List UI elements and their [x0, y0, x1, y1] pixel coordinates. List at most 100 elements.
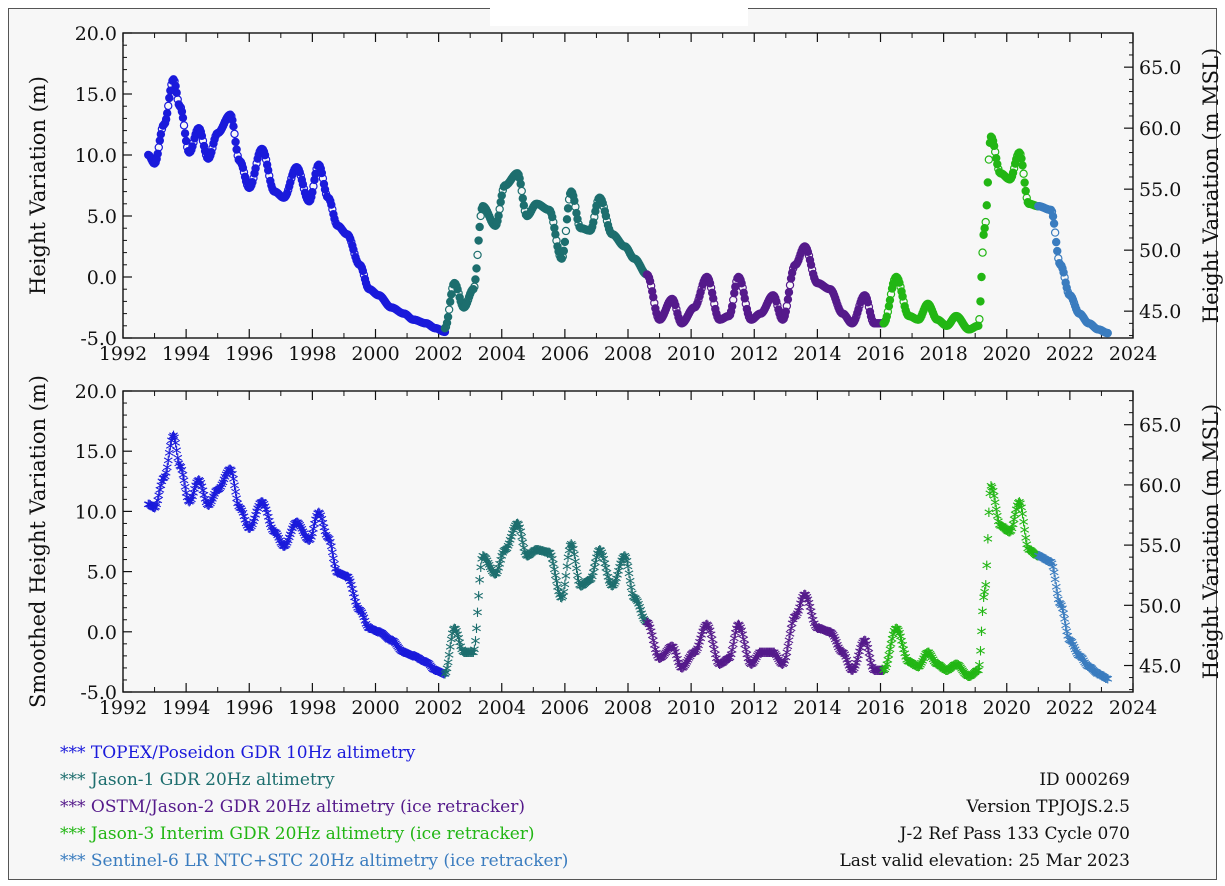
- data-point: *: [311, 511, 321, 535]
- data-point: *: [449, 620, 459, 644]
- data-point: *: [399, 644, 409, 668]
- data-point: [1059, 268, 1068, 277]
- data-point: *: [416, 651, 426, 675]
- data-point: *: [702, 616, 712, 640]
- data-point: *: [194, 472, 204, 496]
- data-point: *: [983, 531, 993, 555]
- y-tick-label: 15.0: [75, 441, 117, 463]
- data-point: *: [214, 481, 224, 505]
- data-point: *: [400, 644, 410, 668]
- data-point: *: [711, 650, 721, 674]
- data-point: *: [1016, 499, 1026, 523]
- data-point: *: [753, 645, 763, 669]
- data-point: *: [569, 546, 579, 570]
- data-point: *: [873, 662, 883, 686]
- data-point: *: [953, 657, 963, 681]
- data-point: *: [866, 654, 876, 678]
- data-point: *: [595, 542, 605, 566]
- data-point: *: [190, 481, 200, 505]
- data-point: *: [413, 649, 423, 673]
- data-point: *: [1048, 559, 1058, 583]
- data-point: *: [581, 574, 591, 598]
- data-point: *: [781, 649, 791, 673]
- x-tick-label: 1992: [99, 697, 147, 719]
- data-point: *: [647, 627, 657, 651]
- data-point: *: [764, 644, 774, 668]
- y-tick-label: 20.0: [75, 23, 117, 45]
- data-point: [570, 196, 579, 205]
- data-point: *: [669, 640, 679, 664]
- data-point: *: [867, 658, 877, 682]
- data-point: *: [630, 590, 640, 614]
- data-point: [473, 250, 482, 260]
- data-point: *: [796, 595, 806, 619]
- data-point: *: [720, 652, 730, 676]
- data-point: *: [777, 656, 787, 680]
- data-point: [977, 272, 986, 282]
- data-point: *: [439, 665, 449, 689]
- data-point: *: [371, 623, 381, 647]
- data-point: *: [994, 516, 1004, 540]
- data-point: *: [790, 608, 800, 632]
- data-point: *: [670, 643, 680, 667]
- data-point: *: [698, 623, 708, 647]
- data-point: *: [852, 651, 862, 675]
- data-point: [981, 217, 990, 227]
- data-point: *: [842, 651, 852, 675]
- data-point: *: [769, 644, 779, 668]
- data-point: *: [423, 654, 433, 678]
- data-point: [172, 88, 181, 97]
- data-point: *: [1034, 548, 1044, 572]
- data-point: *: [634, 596, 644, 620]
- data-point: *: [626, 579, 636, 603]
- data-point: *: [289, 515, 299, 539]
- data-point: *: [811, 619, 821, 643]
- data-point: *: [928, 651, 938, 675]
- data-point: *: [922, 644, 932, 668]
- data-point: *: [237, 502, 247, 526]
- x-tick-label: 2014: [793, 343, 841, 365]
- data-point: *: [817, 621, 827, 645]
- data-point: *: [258, 494, 268, 518]
- data-point: *: [500, 542, 510, 566]
- data-point: *: [358, 606, 368, 630]
- series-1: ****************************************…: [143, 427, 450, 689]
- data-point: *: [517, 528, 527, 552]
- data-point: *: [879, 662, 889, 686]
- data-point: *: [596, 542, 606, 566]
- data-point: *: [243, 519, 253, 543]
- data-point: *: [927, 649, 937, 673]
- data-point: *: [1000, 520, 1010, 544]
- data-point: *: [566, 536, 576, 560]
- data-point: *: [1071, 644, 1081, 668]
- data-point: *: [155, 482, 165, 506]
- data-point: *: [188, 484, 198, 508]
- data-point: *: [469, 641, 479, 665]
- data-point: *: [319, 519, 329, 543]
- data-point: *: [516, 523, 526, 547]
- data-point: *: [494, 560, 504, 584]
- data-point: *: [280, 538, 290, 562]
- data-point: *: [836, 643, 846, 667]
- data-point: *: [191, 477, 201, 501]
- data-point: *: [1009, 511, 1019, 535]
- data-point: *: [383, 631, 393, 655]
- data-point: *: [767, 644, 777, 668]
- data-point: *: [443, 654, 453, 678]
- data-point: *: [562, 558, 572, 582]
- data-point: *: [959, 663, 969, 687]
- data-point: *: [403, 645, 413, 669]
- data-point: *: [716, 656, 726, 680]
- data-point: *: [353, 599, 363, 623]
- data-point: *: [982, 557, 992, 581]
- data-point: *: [157, 473, 167, 497]
- data-point: *: [846, 661, 856, 685]
- data-point: *: [466, 644, 476, 668]
- data-point: *: [641, 613, 651, 637]
- data-point: *: [181, 484, 191, 508]
- data-point: *: [738, 626, 748, 650]
- data-point: *: [491, 565, 501, 589]
- data-point: *: [571, 560, 581, 584]
- data-point: [976, 297, 985, 306]
- data-point: *: [1005, 523, 1015, 547]
